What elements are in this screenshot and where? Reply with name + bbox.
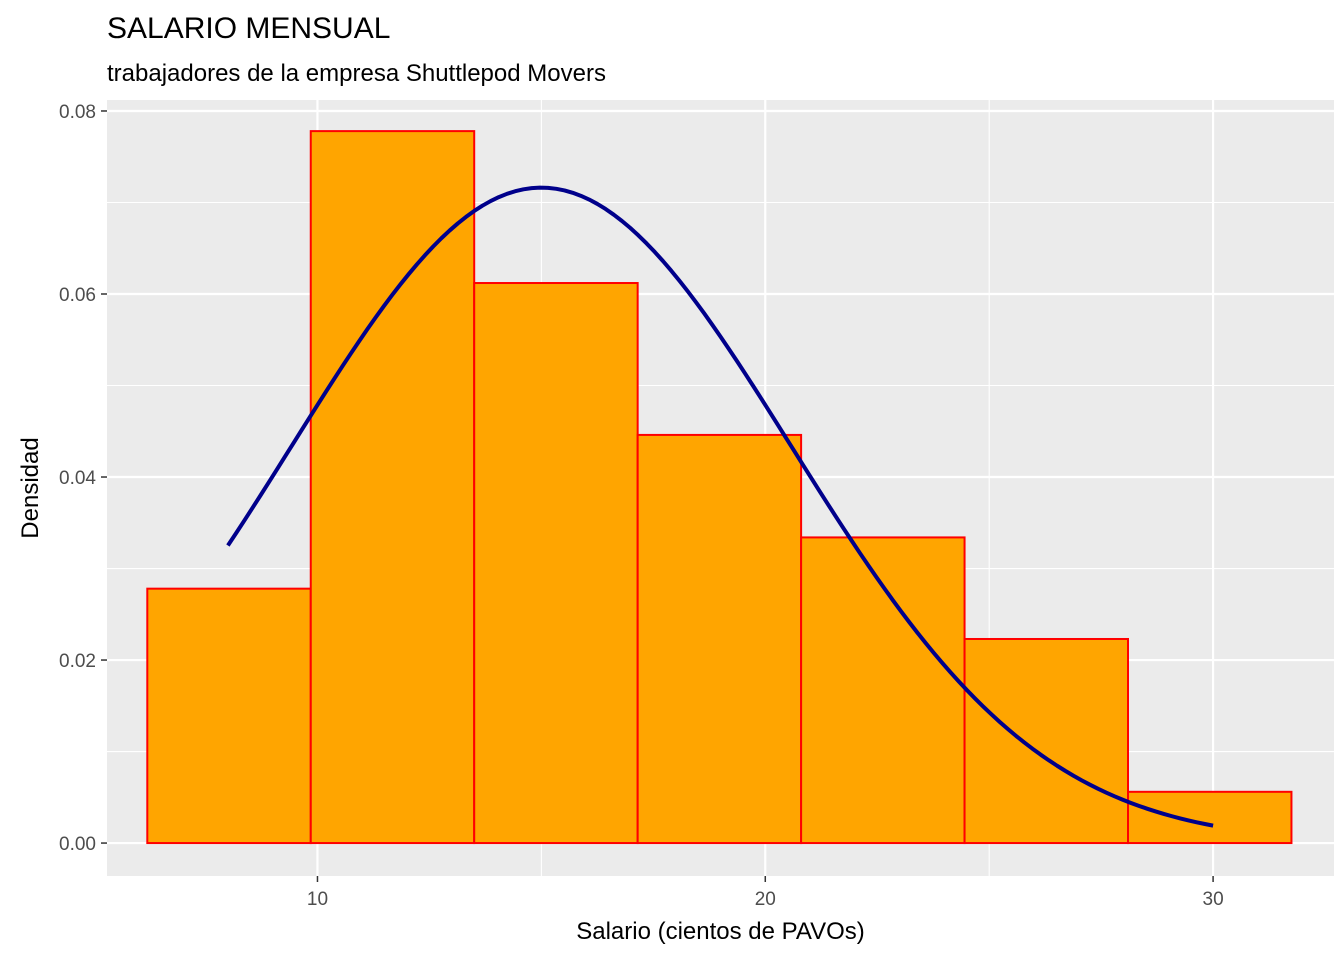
y-tick-label: 0.06 (59, 285, 96, 306)
x-tick-label: 30 (1203, 889, 1224, 910)
y-tick-label: 0.00 (59, 834, 96, 855)
y-axis-title: Densidad (17, 437, 44, 538)
x-axis: 10 20 30 (307, 876, 1224, 910)
histogram-bar (963, 637, 1130, 845)
chart-title: SALARIO MENSUAL (107, 12, 391, 45)
x-axis-title: Salario (cientos de PAVOs) (576, 918, 865, 945)
x-tick-label: 10 (307, 889, 328, 910)
y-tick-label: 0.08 (59, 102, 96, 123)
histogram-bar (146, 587, 312, 845)
histogram-bar (473, 282, 639, 845)
density-curve (226, 185, 1214, 828)
y-axis: 0.00 0.02 0.04 0.06 0.08 (59, 102, 107, 855)
y-tick-label: 0.02 (59, 651, 96, 672)
x-tick-label: 20 (755, 889, 776, 910)
histogram-bar (309, 130, 476, 845)
density-curve-group (226, 185, 1214, 828)
y-tick-label: 0.04 (59, 468, 96, 489)
histogram-bar (636, 433, 803, 845)
chart-subtitle: trabajadores de la empresa Shuttlepod Mo… (107, 60, 606, 87)
histogram-bars (146, 130, 1293, 845)
histogram-bar (1127, 790, 1293, 845)
